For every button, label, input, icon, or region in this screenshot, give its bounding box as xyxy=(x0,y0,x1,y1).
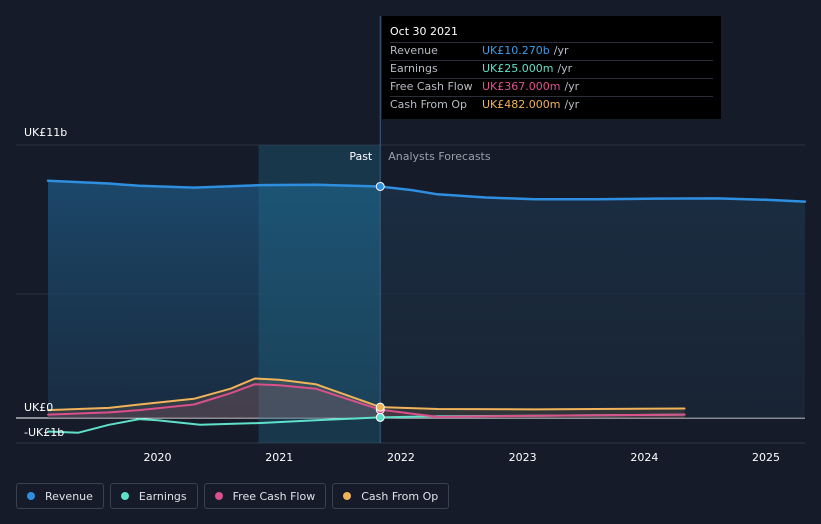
legend-label: Revenue xyxy=(45,489,93,503)
legend-label: Earnings xyxy=(138,489,187,503)
legend-label: Cash From Op xyxy=(361,489,439,503)
series-line xyxy=(47,383,686,418)
axis-labels: UK£11b UK£0 -UK£1b Past Analysts Forecasts 20… xyxy=(24,126,780,464)
legend-label: Free Cash Flow xyxy=(232,489,316,503)
x-tick-label: 2020 xyxy=(144,451,172,464)
legend-item-cash-from-op[interactable]: Cash From Op xyxy=(332,483,450,509)
y-tick-label: UK£11b xyxy=(24,126,67,139)
tooltip-unit: /yr xyxy=(564,98,580,111)
series-marker xyxy=(375,402,385,412)
x-tick-label: 2023 xyxy=(509,451,537,464)
series-area xyxy=(48,378,685,418)
tooltip-row-revenue: Revenue UK£10.270b /yr xyxy=(390,42,713,60)
tooltip-row-free-cash-flow: Free Cash Flow UK£367.000m /yr xyxy=(390,78,713,96)
series-area xyxy=(48,384,685,418)
tooltip-unit: /yr xyxy=(557,62,573,75)
legend-item-free-cash-flow[interactable]: Free Cash Flow xyxy=(203,483,327,509)
legend-item-revenue[interactable]: Revenue xyxy=(16,483,104,509)
tooltip-value: UK£367.000m xyxy=(482,80,561,93)
revenue-area-forecast xyxy=(380,186,805,418)
tooltip-date: Oct 30 2021 xyxy=(390,25,459,38)
x-tick-label: 2021 xyxy=(265,451,293,464)
tooltip-value: UK£25.000m xyxy=(482,62,554,75)
series-marker xyxy=(375,181,385,191)
legend-dot-icon xyxy=(343,492,352,500)
tooltip-row-earnings: Earnings UK£25.000m /yr xyxy=(390,60,713,78)
x-tick-label: 2022 xyxy=(387,451,415,464)
tooltip-unit: /yr xyxy=(553,44,569,57)
forecast-label: Analysts Forecasts xyxy=(388,150,491,163)
tooltip-unit: /yr xyxy=(564,80,580,93)
tooltip-value: UK£482.000m xyxy=(482,98,561,111)
tooltip-label: Free Cash Flow xyxy=(390,80,473,93)
y-tick-label: UK£0 xyxy=(24,401,53,414)
x-tick-label: 2024 xyxy=(630,451,658,464)
tooltip-row-cash-from-op: Cash From Op UK£482.000m /yr xyxy=(390,96,713,114)
series-line xyxy=(47,377,686,412)
series-line xyxy=(46,179,807,203)
legend-dot-icon xyxy=(214,492,223,500)
revenue-area-past xyxy=(48,180,381,418)
tooltip: Oct 30 2021 Revenue UK£10.270b /yr Earni… xyxy=(382,16,721,119)
tooltip-value: UK£10.270b xyxy=(482,44,550,57)
highlight-band xyxy=(258,145,381,443)
legend-dot-icon xyxy=(120,492,129,500)
series-marker xyxy=(375,412,385,422)
legend-item-earnings[interactable]: Earnings xyxy=(109,483,198,509)
series-areas xyxy=(48,145,805,443)
y-tick-label: -UK£1b xyxy=(24,426,64,439)
chart-overlay xyxy=(375,16,385,443)
legend-dot-icon xyxy=(27,492,35,500)
past-label: Past xyxy=(349,150,373,163)
series-lines xyxy=(46,179,807,434)
x-tick-label: 2025 xyxy=(752,451,780,464)
tooltip-label: Earnings xyxy=(390,62,438,75)
legend: Revenue Earnings Free Cash Flow Cash Fro… xyxy=(16,483,450,509)
tooltip-label: Revenue xyxy=(390,44,438,57)
tooltip-label: Cash From Op xyxy=(390,98,468,111)
